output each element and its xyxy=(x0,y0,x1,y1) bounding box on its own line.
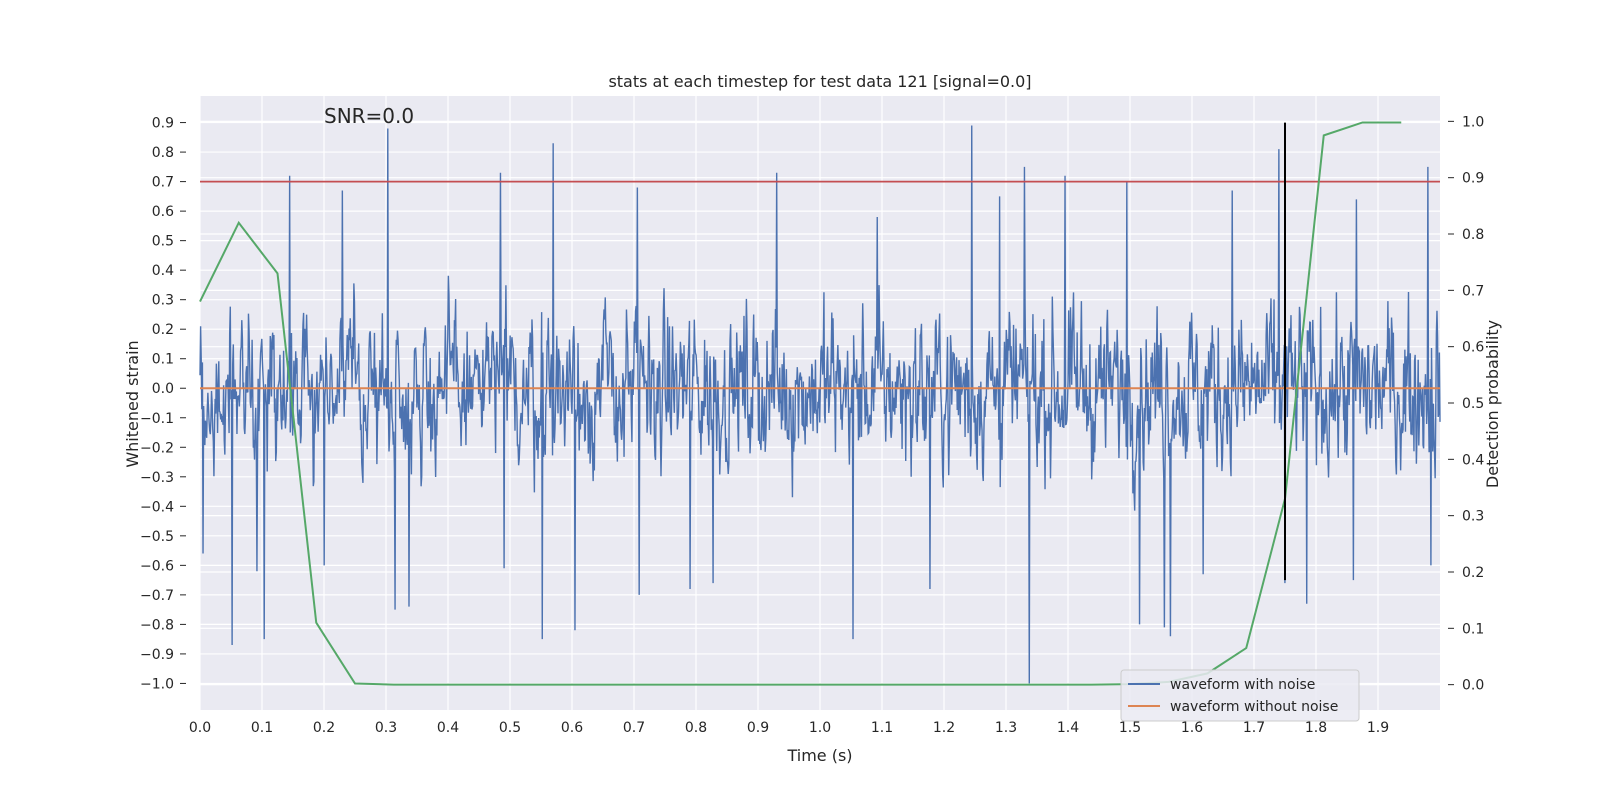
y-tick-label: −0.5 xyxy=(140,529,174,545)
x-tick-label: 0.0 xyxy=(189,720,211,736)
legend: waveform with noise waveform without noi… xyxy=(1120,669,1360,722)
x-tick-label: 0.4 xyxy=(437,720,459,736)
y-right-tick-label: 0.1 xyxy=(1462,621,1484,637)
y-tick-label: 0.4 xyxy=(152,263,174,279)
snr-annotation: SNR=0.0 xyxy=(324,104,414,128)
x-tick-label: 1.5 xyxy=(1119,720,1141,736)
x-tick-label: 1.0 xyxy=(809,720,831,736)
legend-label-clean: waveform without noise xyxy=(1170,699,1338,715)
x-axis-ticks: 0.0 0.1 0.2 0.3 0.4 0.5 0.6 0.7 0.8 0.9 1.0 1.1 1.2 1… xyxy=(189,720,1389,736)
x-tick-label: 0.3 xyxy=(375,720,397,736)
y-tick-label: 0.0 xyxy=(152,381,174,397)
y-right-tick-label: 0.7 xyxy=(1462,283,1484,299)
x-tick-label: 1.3 xyxy=(995,720,1017,736)
x-tick-label: 0.8 xyxy=(685,720,707,736)
y-tick-label: −0.2 xyxy=(140,440,174,456)
y-tick-label: −0.6 xyxy=(140,558,174,574)
legend-label-noise: waveform with noise xyxy=(1170,677,1315,693)
y-right-tick-label: 0.8 xyxy=(1462,227,1484,243)
x-tick-label: 0.5 xyxy=(499,720,521,736)
series-layer xyxy=(199,121,1441,686)
y-right-tick-label: 0.4 xyxy=(1462,452,1484,468)
x-tick-label: 0.1 xyxy=(251,720,273,736)
left-y-axis-ticks: −1.0 −0.9 −0.8 −0.7 −0.6 −0.5 −0.4 −0.3 −0.2 −0.1… xyxy=(140,116,186,692)
y-tick-label: −0.4 xyxy=(140,499,174,515)
y-right-tick-label: 0.5 xyxy=(1462,396,1484,412)
x-axis-label: Time (s) xyxy=(786,746,852,765)
y-tick-label: 0.3 xyxy=(152,293,174,309)
y-right-tick-label: 0.3 xyxy=(1462,509,1484,525)
series-line-waveform-with-noise xyxy=(199,125,1441,684)
chart-title: stats at each timestep for test data 121… xyxy=(608,72,1031,91)
y-right-tick-label: 1.0 xyxy=(1462,114,1484,130)
y-right-axis-label: Detection probability xyxy=(1483,320,1502,488)
legend-box xyxy=(1120,669,1360,722)
x-tick-label: 0.6 xyxy=(561,720,583,736)
y-right-tick-label: 0.9 xyxy=(1462,171,1484,187)
x-tick-label: 1.1 xyxy=(871,720,893,736)
y-right-tick-label: 0.6 xyxy=(1462,340,1484,356)
x-tick-label: 0.7 xyxy=(623,720,645,736)
y-tick-label: 0.1 xyxy=(152,352,174,368)
right-y-axis-ticks: 0.0 0.1 0.2 0.3 0.4 0.5 0.6 0.7 0.8 0.9 1.0 xyxy=(1448,114,1484,694)
y-axis-label: Whitened strain xyxy=(123,340,142,467)
y-right-tick-label: 0.0 xyxy=(1462,678,1484,694)
x-tick-label: 0.2 xyxy=(313,720,335,736)
x-tick-label: 1.9 xyxy=(1367,720,1389,736)
y-tick-label: −0.9 xyxy=(140,647,174,663)
x-tick-label: 1.4 xyxy=(1057,720,1079,736)
y-tick-label: 0.5 xyxy=(152,234,174,250)
y-tick-label: −0.8 xyxy=(140,617,174,633)
y-tick-label: −0.7 xyxy=(140,588,174,604)
x-tick-label: 1.8 xyxy=(1305,720,1327,736)
y-tick-label: 0.7 xyxy=(152,175,174,191)
x-tick-label: 1.6 xyxy=(1181,720,1203,736)
y-tick-label: 0.2 xyxy=(152,322,174,338)
y-tick-label: 0.6 xyxy=(152,204,174,220)
y-tick-label: −0.1 xyxy=(140,411,174,427)
y-tick-label: −0.3 xyxy=(140,470,174,486)
y-tick-label: −1.0 xyxy=(140,676,174,692)
x-tick-label: 0.9 xyxy=(747,720,769,736)
x-tick-label: 1.7 xyxy=(1243,720,1265,736)
y-tick-label: 0.8 xyxy=(152,145,174,161)
y-right-tick-label: 0.2 xyxy=(1462,565,1484,581)
y-tick-label: 0.9 xyxy=(152,116,174,132)
x-tick-label: 1.2 xyxy=(933,720,955,736)
